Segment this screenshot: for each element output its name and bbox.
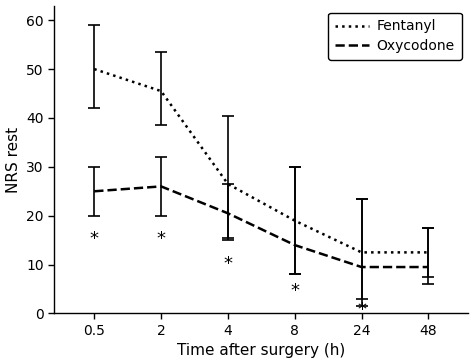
Oxycodone xyxy=(359,265,365,269)
Text: *: * xyxy=(357,301,366,319)
Line: Oxycodone: Oxycodone xyxy=(94,186,428,267)
Oxycodone xyxy=(91,189,97,194)
Text: *: * xyxy=(156,230,165,248)
Fentanyl xyxy=(292,218,298,223)
Text: *: * xyxy=(223,255,232,273)
Line: Fentanyl: Fentanyl xyxy=(94,69,428,252)
Fentanyl xyxy=(91,67,97,71)
Oxycodone xyxy=(426,265,431,269)
Oxycodone xyxy=(225,211,231,215)
Text: *: * xyxy=(290,282,299,300)
X-axis label: Time after surgery (h): Time after surgery (h) xyxy=(177,344,346,359)
Fentanyl xyxy=(158,89,164,93)
Text: *: * xyxy=(90,230,99,248)
Fentanyl xyxy=(359,250,365,254)
Oxycodone xyxy=(158,184,164,189)
Oxycodone xyxy=(292,243,298,247)
Fentanyl xyxy=(225,182,231,186)
Fentanyl xyxy=(426,250,431,254)
Y-axis label: NRS rest: NRS rest xyxy=(6,126,20,193)
Legend: Fentanyl, Oxycodone: Fentanyl, Oxycodone xyxy=(328,12,462,60)
